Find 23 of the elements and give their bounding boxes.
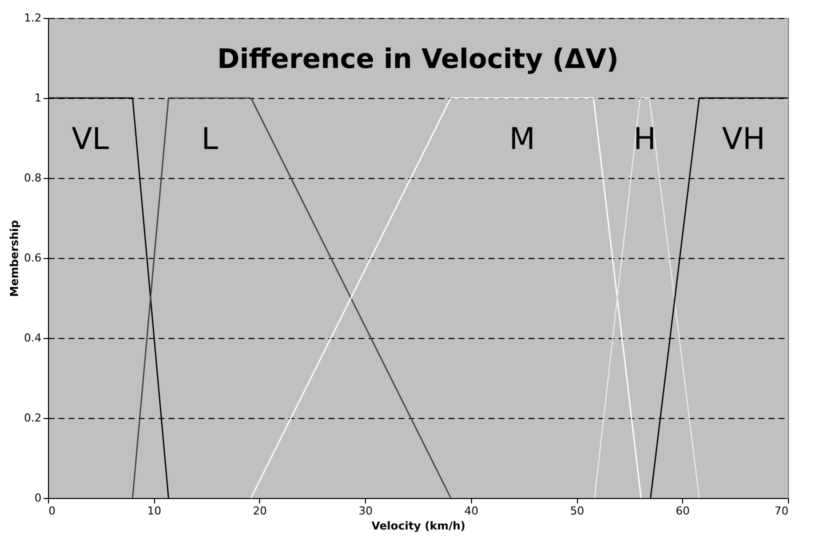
y-tick-label: 0.2 (24, 412, 42, 424)
text: Difference in Velocity (ΔV) (217, 44, 619, 75)
y-tick-label: 0.6 (24, 252, 42, 264)
y-tick-label: 1.2 (24, 12, 42, 24)
x-tick-label: 20 (252, 504, 267, 518)
x-tick-label: 60 (676, 504, 690, 518)
x-tick-label: 40 (464, 504, 478, 518)
x-axis-title: Velocity (km/h) (372, 520, 466, 532)
y-tick-label: 0.8 (24, 172, 42, 184)
x-tick-label: 70 (774, 504, 788, 518)
series-label: VH (722, 122, 766, 157)
x-tick-label: 50 (570, 504, 584, 518)
y-tick-label: 1 (34, 92, 42, 104)
series-label: VL (72, 122, 110, 157)
x-tick-label: 0 (48, 504, 56, 518)
y-axis-title: Membership (8, 220, 22, 297)
y-tick-label: 0.4 (24, 332, 42, 344)
y-tick-label: 0 (34, 492, 42, 504)
series-label: H (633, 122, 656, 157)
x-tick-label: 30 (358, 504, 373, 518)
x-tick-label: 10 (147, 504, 162, 518)
series-label: M (509, 122, 536, 157)
series-label: L (201, 122, 218, 157)
